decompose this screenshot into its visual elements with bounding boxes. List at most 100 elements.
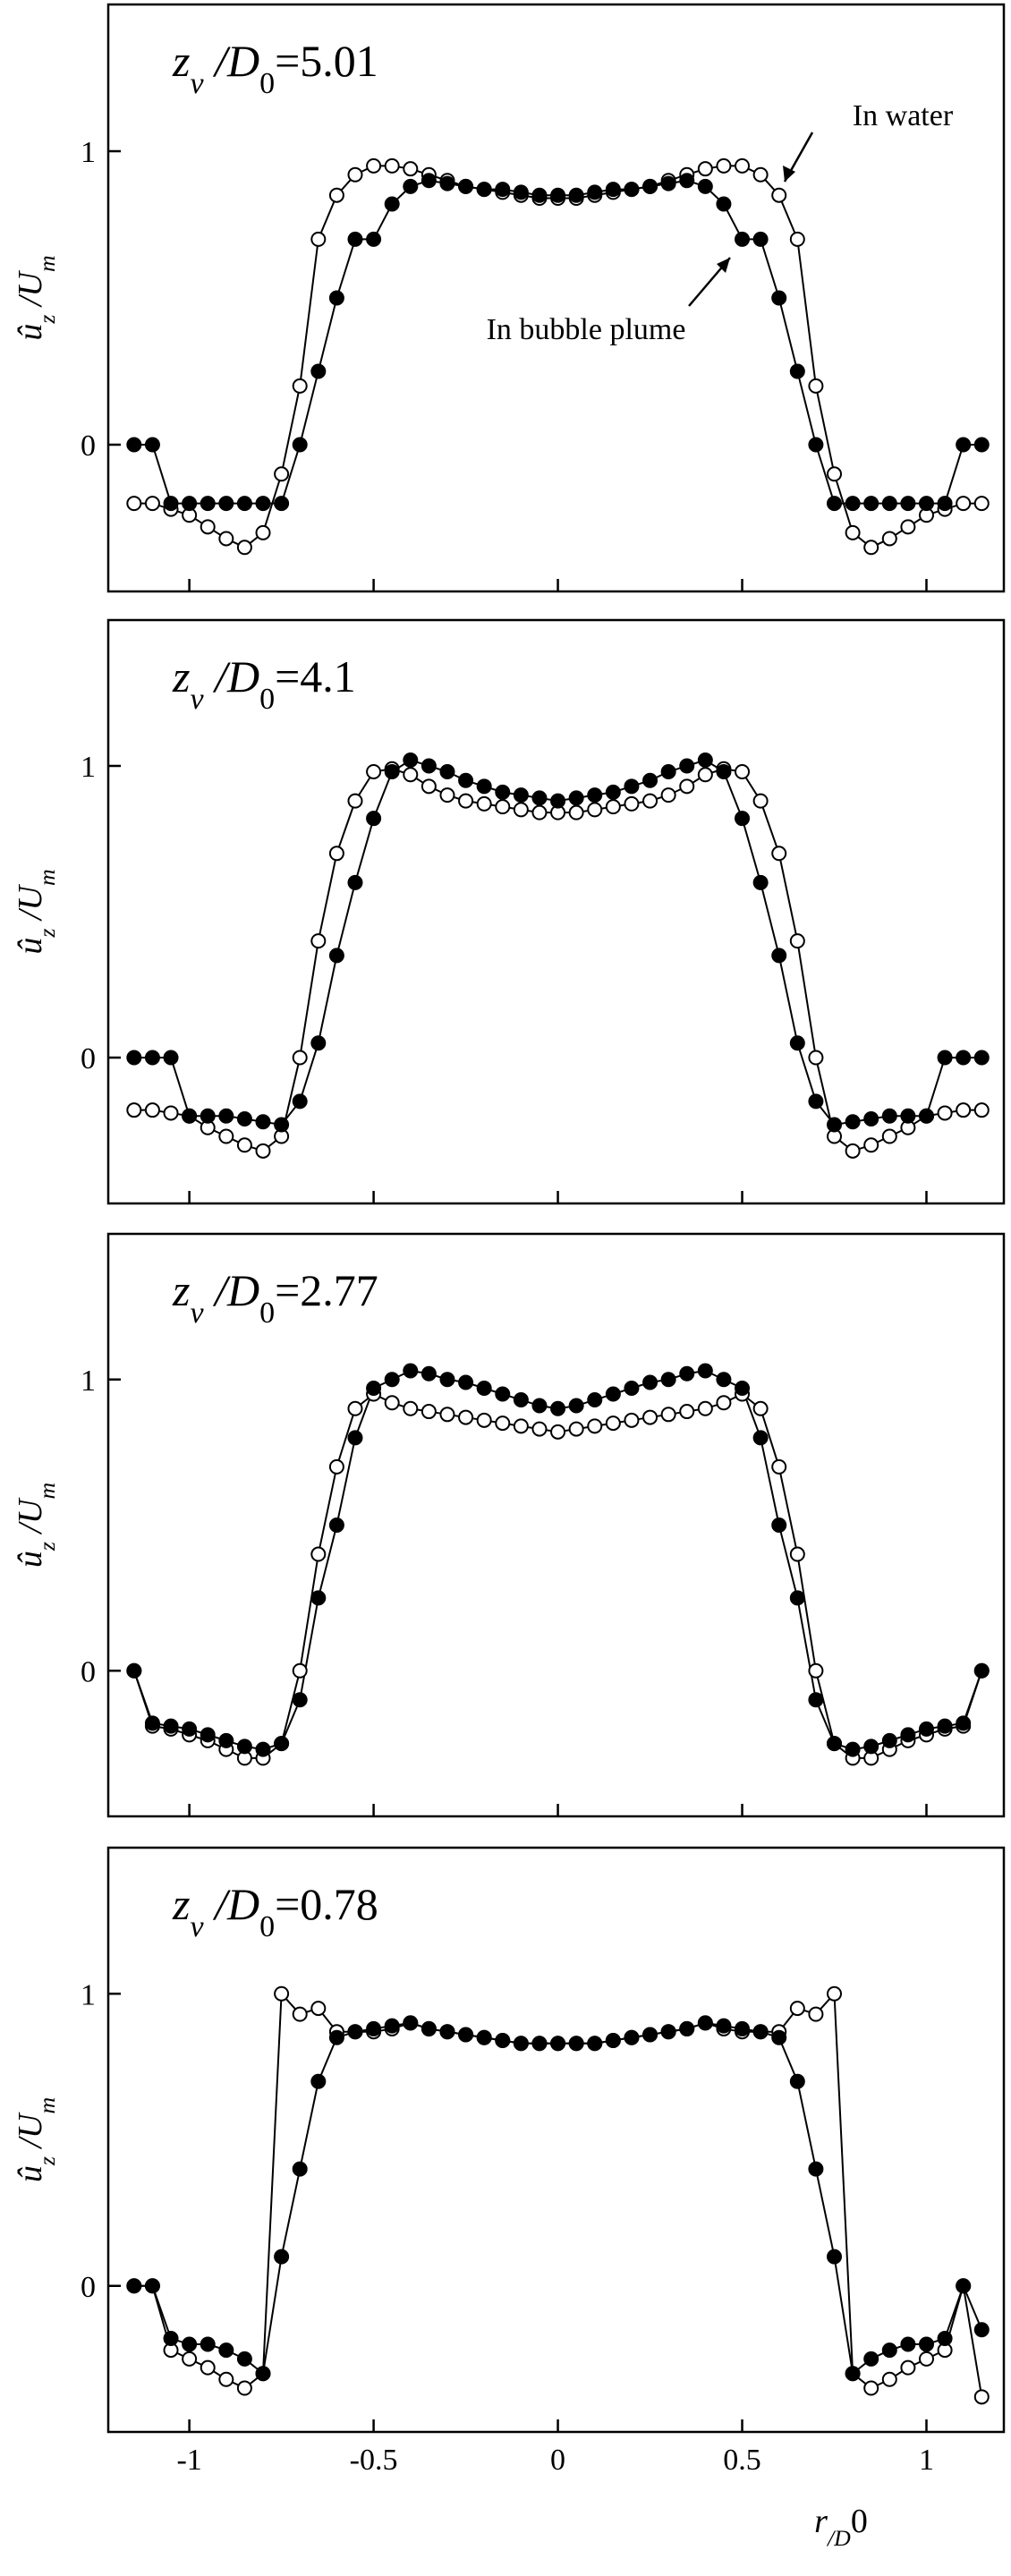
label-part: û: [12, 938, 49, 955]
data-point: [458, 1374, 474, 1390]
axes-frame: [106, 618, 1006, 1205]
data-point: [513, 802, 529, 818]
data-point: [716, 1372, 732, 1388]
data-point: [789, 933, 805, 949]
plot-area: [126, 157, 990, 556]
data-point: [568, 1398, 584, 1414]
data-point: [845, 496, 861, 512]
data-point: [384, 1372, 400, 1388]
data-point: [697, 178, 713, 194]
data-point: [328, 1458, 344, 1475]
axes-frame: [106, 1846, 1006, 2434]
data-point: [476, 795, 492, 812]
data-point: [900, 519, 916, 535]
data-point: [587, 2036, 603, 2052]
data-point: [716, 764, 732, 780]
data-point: [347, 231, 363, 247]
data-point: [200, 1108, 216, 1124]
data-point: [218, 496, 234, 512]
data-point: [789, 2073, 805, 2089]
data-point: [808, 2161, 824, 2177]
data-point: [642, 772, 658, 788]
data-point: [274, 1736, 290, 1752]
data-point: [881, 1732, 897, 1748]
data-point: [310, 1035, 327, 1051]
data-point: [163, 2331, 179, 2347]
data-point: [513, 1418, 529, 1434]
data-point: [587, 1418, 603, 1434]
data-point: [255, 1114, 271, 1130]
data-point: [403, 752, 419, 768]
data-point: [918, 496, 934, 512]
data-point: [808, 437, 824, 453]
data-point: [587, 787, 603, 803]
data-point: [384, 764, 400, 780]
data-point: [292, 2161, 308, 2177]
data-point: [716, 157, 732, 174]
label-part: =0.78: [275, 1879, 378, 1929]
data-point: [347, 1430, 363, 1446]
data-point: [956, 1050, 972, 1066]
data-point: [274, 1985, 290, 2002]
data-point: [752, 166, 769, 183]
data-point: [771, 846, 787, 862]
data-point: [403, 1400, 419, 1416]
label-part: z: [172, 1265, 190, 1315]
annotation: In water: [853, 99, 954, 132]
data-point: [476, 1412, 492, 1428]
data-point: [624, 1412, 640, 1428]
data-point: [310, 933, 327, 949]
data-point: [789, 231, 805, 247]
data-point: [384, 196, 400, 212]
data-point: [182, 1721, 198, 1737]
data-point: [366, 2020, 382, 2036]
data-point: [531, 1421, 548, 1437]
data-point: [956, 1715, 972, 1731]
data-point: [716, 2018, 732, 2034]
data-point: [144, 437, 160, 453]
data-point: [384, 1395, 400, 1411]
label-part: /D: [204, 651, 260, 701]
data-point: [458, 1409, 474, 1425]
data-point: [973, 496, 990, 512]
data-point: [973, 1102, 990, 1118]
label-part: /U: [12, 269, 49, 314]
data-point: [274, 2249, 290, 2265]
y-tick-label: 0: [81, 1655, 96, 1688]
data-point: [568, 2036, 584, 2052]
data-point: [937, 1718, 953, 1734]
data-point: [292, 1093, 308, 1109]
data-point: [126, 1102, 142, 1118]
data-point: [863, 1137, 879, 1153]
data-point: [845, 1143, 861, 1159]
data-point: [771, 1518, 787, 1533]
data-point: [789, 1546, 805, 1562]
data-point: [255, 524, 271, 540]
data-point: [274, 466, 290, 482]
label: zv /D0=5.01: [172, 36, 378, 100]
data-point: [827, 466, 843, 482]
data-point: [863, 2380, 879, 2396]
data-point: [605, 2032, 621, 2048]
data-point: [642, 1374, 658, 1390]
data-point: [476, 182, 492, 198]
data-point: [531, 187, 548, 203]
data-point: [513, 787, 529, 803]
data-point: [808, 378, 824, 394]
data-point: [789, 1590, 805, 1606]
data-point: [163, 1050, 179, 1066]
label: r/D0: [814, 2503, 868, 2551]
data-point: [236, 2351, 252, 2367]
data-point: [771, 2029, 787, 2045]
data-point: [310, 2001, 327, 2017]
label-part: û: [12, 2165, 49, 2182]
data-point: [735, 157, 751, 174]
data-point: [973, 1050, 990, 1066]
data-point: [421, 173, 437, 189]
data-point: [366, 764, 382, 780]
data-point: [495, 182, 511, 198]
data-point: [568, 804, 584, 820]
data-point: [347, 166, 363, 183]
label-part: /D: [204, 1879, 260, 1929]
